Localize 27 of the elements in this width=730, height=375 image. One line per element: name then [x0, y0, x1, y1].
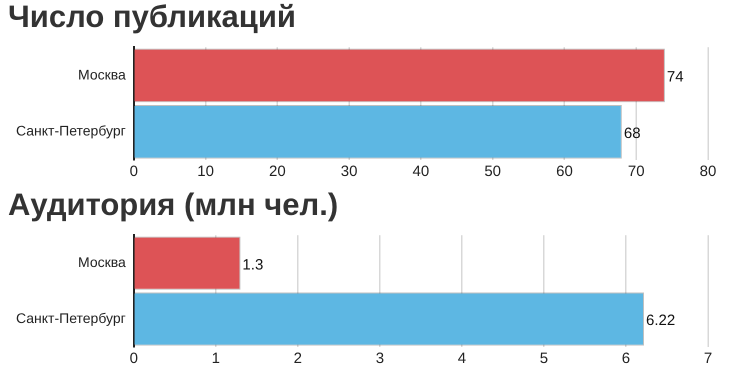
y-tick-label: Москва — [78, 254, 126, 270]
data-label: 74 — [666, 68, 684, 86]
x-tick-label: 0 — [130, 350, 138, 368]
x-tick-label: 5 — [540, 350, 548, 368]
x-tick-label: 7 — [704, 350, 712, 368]
x-tick-label: 70 — [628, 163, 645, 180]
y-tick-label: Москва — [78, 66, 126, 82]
x-tick-label: 10 — [197, 163, 214, 180]
chart-title: Число публикаций — [8, 0, 296, 34]
x-tick-label: 20 — [269, 163, 286, 180]
y-tick-label: Санкт-Петербург — [16, 310, 126, 326]
x-tick-label: 3 — [376, 350, 384, 368]
data-label: 1.3 — [242, 256, 264, 274]
x-tick-label: 50 — [484, 163, 502, 180]
x-tick-label: 60 — [556, 163, 573, 180]
x-tick-label: 80 — [700, 163, 716, 180]
x-tick-label: 40 — [412, 163, 430, 180]
x-tick-label: 1 — [212, 350, 220, 368]
x-tick-label: 2 — [294, 350, 302, 368]
x-tick-label: 6 — [622, 350, 630, 368]
y-tick-label: Санкт-Петербург — [16, 122, 126, 139]
chart-title: Аудитория (млн чел.) — [8, 187, 338, 222]
data-label: 6.22 — [646, 312, 676, 330]
x-tick-label: 4 — [458, 350, 466, 368]
x-tick-label: 30 — [340, 163, 358, 180]
data-label: 68 — [624, 124, 641, 142]
x-tick-label: 0 — [130, 163, 138, 180]
